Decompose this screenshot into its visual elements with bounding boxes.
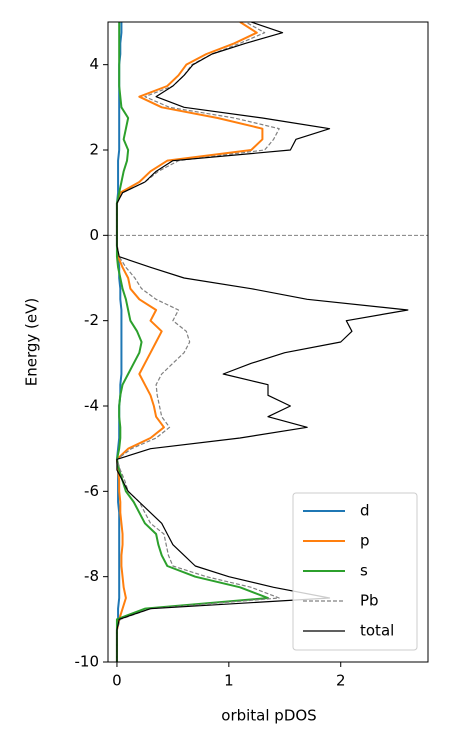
plot-frame: [107, 21, 429, 663]
y-tick-label: -6: [84, 482, 99, 500]
legend-box: [292, 492, 418, 651]
legend-label: p: [360, 532, 370, 550]
x-tick-label: 2: [336, 672, 346, 690]
x-tick-label: 1: [224, 672, 234, 690]
x-tick-label: 0: [112, 672, 122, 690]
y-tick-label: -2: [84, 311, 99, 329]
legend-label: s: [360, 562, 368, 580]
series-line: [115, 22, 123, 662]
y-tick-label: 0: [89, 226, 99, 244]
y-tick-label: 2: [89, 141, 99, 159]
series-line: [116, 22, 409, 662]
y-tick-label: -10: [75, 653, 100, 671]
y-axis-label: Energy (eV): [23, 298, 41, 386]
legend-label: Pb: [360, 592, 379, 610]
y-tick-label: 4: [89, 55, 99, 73]
legend-label: total: [360, 622, 394, 640]
x-axis-label: orbital pDOS: [221, 707, 316, 725]
series-line: [116, 22, 280, 662]
series-line: [115, 22, 264, 662]
y-tick-label: -4: [84, 397, 99, 415]
y-tick-label: -8: [84, 567, 99, 585]
series-line: [115, 22, 269, 662]
legend-label: d: [360, 502, 370, 520]
